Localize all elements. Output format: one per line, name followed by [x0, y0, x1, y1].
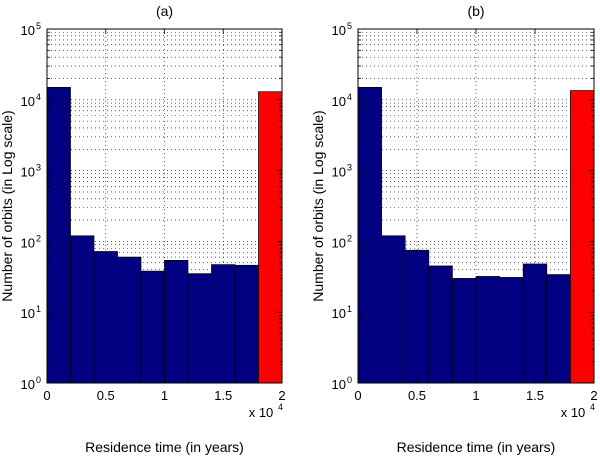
histogram-bar-7 [187, 273, 212, 384]
x-tick-label: 1.5 [526, 388, 544, 403]
x-axis-multiplier-exponent: 4 [278, 402, 283, 412]
x-axis-multiplier: x 10 [561, 405, 586, 420]
y-tick-label-exponent: 2 [347, 233, 352, 243]
y-tick-label: 10 [332, 23, 346, 38]
x-tick-label: 0 [43, 388, 50, 403]
histogram-bar-5 [140, 270, 165, 384]
y-tick-label-exponent: 5 [347, 21, 352, 31]
histogram-bar-3 [404, 249, 430, 384]
x-tick-label: 2 [278, 388, 285, 403]
x-axis-label: Residence time (in years) [397, 439, 556, 455]
y-tick-label: 10 [21, 165, 35, 180]
x-axis-multiplier: x 10 [249, 405, 274, 420]
y-tick-label: 10 [332, 235, 346, 250]
y-tick-label-exponent: 5 [36, 21, 41, 31]
x-tick-label: 2 [590, 388, 597, 403]
y-tick-label: 10 [332, 306, 346, 321]
y-tick-label-exponent: 0 [347, 375, 352, 385]
x-tick-label: 0.5 [408, 388, 426, 403]
histogram-bar-9 [234, 264, 259, 384]
chart-title: (b) [467, 3, 484, 19]
histogram-bar-4 [428, 265, 453, 384]
histogram-bar-9 [546, 274, 571, 384]
y-tick-label: 10 [21, 306, 35, 321]
y-tick-label-exponent: 0 [36, 375, 41, 385]
y-tick-label-exponent: 1 [347, 304, 352, 314]
y-tick-label: 10 [332, 165, 346, 180]
y-tick-label: 10 [21, 23, 35, 38]
y-tick-label: 10 [332, 94, 346, 109]
chart-title: (a) [156, 3, 173, 19]
y-tick-label: 10 [21, 94, 35, 109]
y-tick-label: 10 [21, 377, 35, 392]
x-tick-label: 0 [354, 388, 361, 403]
histogram-bar-7 [499, 277, 524, 384]
histogram-bar-3 [93, 251, 118, 384]
y-tick-label-exponent: 2 [36, 233, 41, 243]
histogram-bar-4 [117, 256, 142, 384]
y-tick-label-exponent: 3 [347, 163, 352, 173]
y-axis-label: Number of orbits (in Log scale) [0, 110, 15, 301]
histogram-bar-5 [452, 278, 477, 384]
y-tick-label-exponent: 3 [36, 163, 41, 173]
y-tick-label: 10 [332, 377, 346, 392]
x-tick-label: 1.5 [214, 388, 232, 403]
y-tick-label-exponent: 4 [347, 92, 352, 102]
histogram-bar-8 [522, 263, 548, 384]
histogram-bar-1 [357, 86, 382, 384]
y-axis-label: Number of orbits (in Log scale) [310, 110, 326, 301]
histogram-bar-1 [46, 86, 71, 384]
histogram-bar-10 [258, 91, 283, 384]
histogram-bar-6 [475, 276, 500, 384]
x-tick-label: 1 [472, 388, 479, 403]
histogram-bar-2 [381, 235, 406, 384]
y-tick-label-exponent: 4 [36, 92, 41, 102]
y-tick-label-exponent: 1 [36, 304, 41, 314]
histogram-bar-6 [164, 259, 189, 384]
x-axis-multiplier-exponent: 4 [590, 402, 595, 412]
x-axis-label: Residence time (in years) [85, 439, 244, 455]
y-tick-label: 10 [21, 235, 35, 250]
x-tick-label: 0.5 [97, 388, 115, 403]
histogram-bar-10 [570, 90, 595, 384]
histogram-bar-2 [70, 235, 95, 384]
x-tick-label: 1 [161, 388, 168, 403]
histogram-bar-8 [211, 264, 236, 384]
